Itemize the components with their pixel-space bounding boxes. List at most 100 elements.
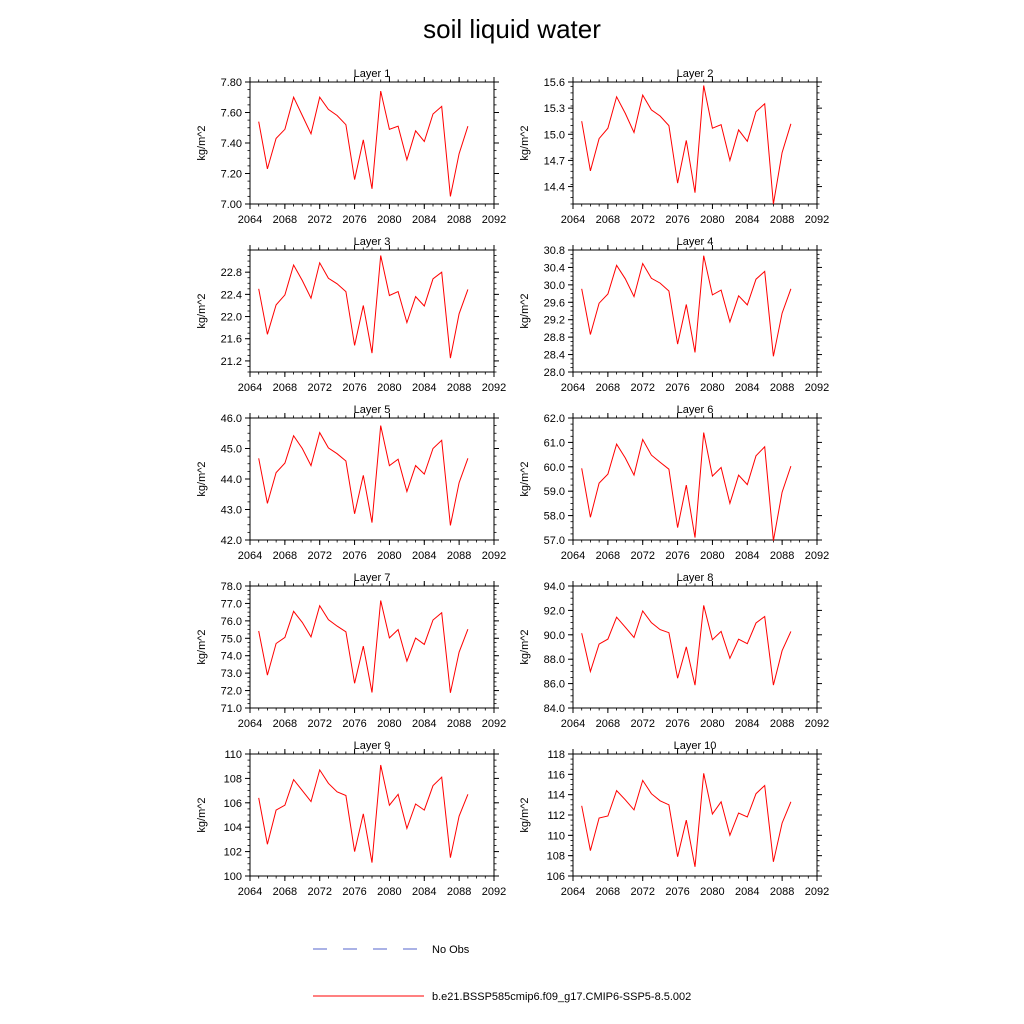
x-tick-label: 2088 [447, 550, 471, 562]
subplot-title: Layer 1 [354, 68, 391, 80]
x-tick-label: 2084 [412, 886, 436, 898]
x-tick-label: 2064 [561, 550, 585, 562]
x-tick-label: 2064 [561, 886, 585, 898]
y-tick-label: 7.60 [221, 108, 242, 120]
x-tick-label: 2076 [342, 214, 366, 226]
x-tick-label: 2088 [770, 550, 794, 562]
y-tick-label: 15.3 [544, 103, 565, 115]
x-tick-label: 2068 [596, 550, 620, 562]
y-tick-label: 110 [224, 749, 242, 761]
series-line [581, 255, 792, 357]
x-tick-label: 2080 [377, 550, 401, 562]
y-tick-label: 106 [224, 798, 242, 810]
x-tick-label: 2088 [770, 886, 794, 898]
y-axis-label: kg/m^2 [196, 293, 208, 328]
subplot-title: Layer 4 [677, 236, 714, 248]
y-tick-label: 104 [224, 822, 242, 834]
x-tick-label: 2080 [377, 214, 401, 226]
subplot-title: Layer 5 [354, 404, 391, 416]
y-tick-label: 58.0 [544, 511, 565, 523]
y-tick-label: 92.0 [544, 605, 565, 617]
x-tick-label: 2064 [561, 214, 585, 226]
plot-frame [249, 753, 495, 877]
y-axis-label: kg/m^2 [196, 797, 208, 832]
y-axis-label: kg/m^2 [196, 461, 208, 496]
subplot-6: Layer 6 57.0 58.0 59.0 60.0 61.0 62.0 2064 2068 2… [519, 404, 829, 562]
plot-frame [249, 417, 495, 541]
y-tick-label: 30.0 [544, 280, 565, 292]
y-tick-label: 60.0 [544, 462, 565, 474]
subplot-10: Layer 10 106 108 110 112 114 116 118 2064 2068 207… [519, 740, 829, 898]
y-tick-label: 29.6 [544, 297, 565, 309]
x-tick-label: 2088 [770, 382, 794, 394]
y-tick-label: 14.4 [544, 182, 565, 194]
x-tick-label: 2076 [665, 382, 689, 394]
y-tick-label: 15.6 [544, 77, 565, 89]
x-tick-label: 2092 [805, 382, 829, 394]
x-tick-label: 2092 [805, 550, 829, 562]
y-tick-label: 46.0 [221, 413, 242, 425]
x-tick-label: 2088 [770, 214, 794, 226]
x-tick-label: 2072 [630, 214, 654, 226]
subplot-7: Layer 7 71.0 72.0 73.0 74.0 75.0 76.0 77.0 78.0 2… [196, 572, 506, 730]
x-tick-label: 2064 [238, 886, 262, 898]
x-tick-label: 2072 [307, 886, 331, 898]
y-tick-label: 76.0 [221, 616, 242, 628]
x-tick-label: 2076 [665, 718, 689, 730]
subplot-title: Layer 2 [677, 68, 714, 80]
y-tick-label: 86.0 [544, 679, 565, 691]
series-line [258, 255, 469, 359]
subplot-4: Layer 4 28.0 28.4 28.8 29.2 29.6 30.0 30.4 30.8 2… [519, 236, 829, 394]
x-tick-label: 2064 [561, 382, 585, 394]
x-tick-label: 2064 [561, 718, 585, 730]
legend-label-model: b.e21.BSSP585cmip6.f09_g17.CMIP6-SSP5-8.… [432, 991, 691, 1003]
x-tick-label: 2092 [805, 214, 829, 226]
x-tick-label: 2084 [412, 550, 436, 562]
x-tick-label: 2072 [307, 382, 331, 394]
y-tick-label: 44.0 [221, 474, 242, 486]
y-tick-label: 102 [224, 847, 242, 859]
plot-frame [572, 417, 818, 541]
x-tick-label: 2064 [238, 382, 262, 394]
x-tick-label: 2076 [342, 886, 366, 898]
y-tick-label: 14.7 [544, 155, 565, 167]
x-tick-label: 2068 [596, 718, 620, 730]
x-tick-label: 2080 [700, 886, 724, 898]
y-tick-label: 106 [547, 871, 565, 883]
y-axis-label: kg/m^2 [196, 125, 208, 160]
x-tick-label: 2088 [447, 718, 471, 730]
y-tick-label: 77.0 [221, 598, 242, 610]
y-tick-label: 94.0 [544, 581, 565, 593]
x-tick-label: 2080 [377, 886, 401, 898]
x-tick-label: 2084 [412, 718, 436, 730]
x-tick-label: 2080 [700, 382, 724, 394]
y-tick-label: 84.0 [544, 703, 565, 715]
y-tick-label: 108 [547, 851, 565, 863]
y-axis-label: kg/m^2 [519, 797, 531, 832]
x-tick-label: 2068 [596, 382, 620, 394]
plot-frame [572, 585, 818, 709]
subplot-title: Layer 6 [677, 404, 714, 416]
series-line [581, 773, 792, 867]
subplot-2: Layer 2 14.4 14.7 15.0 15.3 15.6 2064 2068 2072 2… [519, 68, 829, 226]
y-tick-label: 28.0 [544, 367, 565, 379]
x-tick-label: 2084 [735, 718, 759, 730]
series-line [258, 600, 469, 693]
subplot-title: Layer 3 [354, 236, 391, 248]
x-tick-label: 2072 [630, 718, 654, 730]
x-tick-label: 2068 [596, 214, 620, 226]
x-tick-label: 2072 [630, 886, 654, 898]
x-tick-label: 2068 [596, 886, 620, 898]
subplot-3: Layer 3 21.2 21.6 22.0 22.4 22.8 2064 2068 2072 2… [196, 236, 506, 394]
y-axis-label: kg/m^2 [519, 293, 531, 328]
x-tick-label: 2084 [735, 214, 759, 226]
y-tick-label: 7.20 [221, 169, 242, 181]
y-tick-label: 114 [547, 790, 565, 802]
x-tick-label: 2080 [377, 718, 401, 730]
y-tick-label: 73.0 [221, 668, 242, 680]
y-tick-label: 72.0 [221, 686, 242, 698]
subplot-title: Layer 10 [674, 740, 717, 752]
y-tick-label: 30.4 [544, 262, 565, 274]
x-tick-label: 2076 [665, 886, 689, 898]
